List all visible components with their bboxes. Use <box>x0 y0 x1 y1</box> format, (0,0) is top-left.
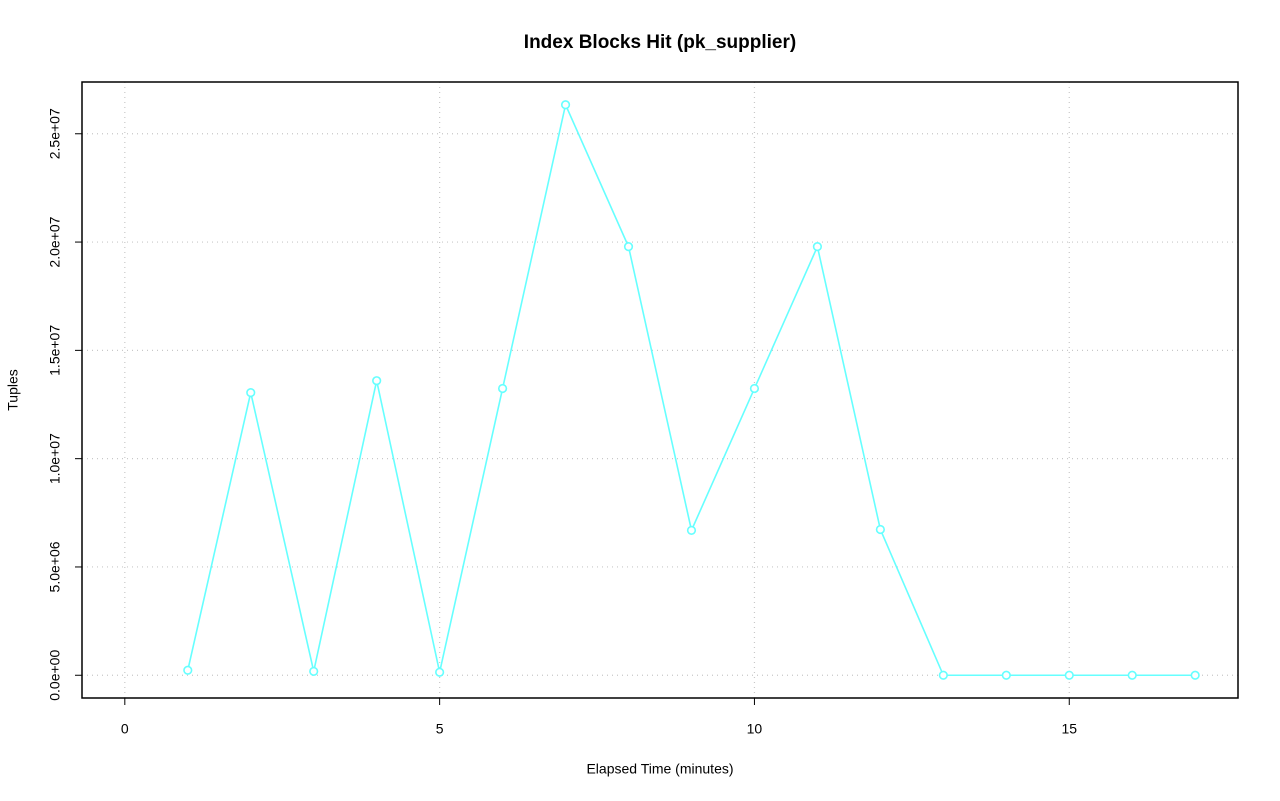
x-axis-title: Elapsed Time (minutes) <box>586 761 733 777</box>
data-point <box>686 525 697 535</box>
data-point <box>1190 670 1200 680</box>
x-tick-label: 0 <box>121 721 129 737</box>
x-tick-label: 5 <box>436 721 444 737</box>
data-point <box>1001 670 1011 680</box>
y-tick-label: 5.0e+06 <box>47 541 63 592</box>
plot <box>183 100 1200 680</box>
series-line <box>186 102 1196 677</box>
data-point <box>497 383 508 394</box>
data-point <box>246 387 256 398</box>
data-point <box>875 524 885 535</box>
data-point <box>1127 670 1137 680</box>
data-point <box>183 665 193 675</box>
data-point <box>309 666 319 676</box>
y-tick-label: 0.0e+00 <box>47 650 63 701</box>
y-tick-label: 1.0e+07 <box>47 433 63 484</box>
data-point <box>560 100 571 110</box>
y-tick-label: 2.5e+07 <box>47 108 63 159</box>
data-point <box>938 670 948 680</box>
x-tick-label: 10 <box>747 721 763 737</box>
data-point <box>372 376 382 386</box>
data-point <box>1064 670 1074 680</box>
chart-title: Index Blocks Hit (pk_supplier) <box>524 32 796 53</box>
plot-frame <box>81 81 1239 699</box>
y-tick-label: 1.5e+07 <box>47 325 63 376</box>
y-axis-title: Tuples <box>5 369 21 411</box>
data-point <box>623 242 634 252</box>
data-point <box>435 667 445 677</box>
data-point <box>749 383 760 394</box>
x-tick-label: 15 <box>1061 721 1077 737</box>
y-tick-label: 2.0e+07 <box>47 216 63 267</box>
data-point <box>812 242 823 252</box>
